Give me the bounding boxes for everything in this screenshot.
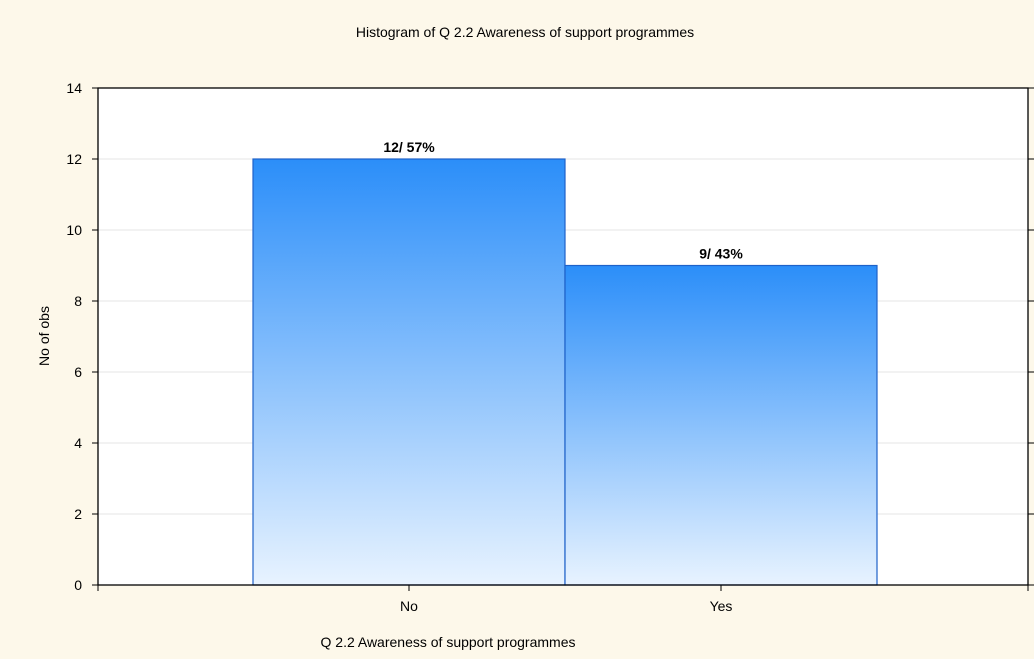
y-tick-label: 2	[74, 506, 82, 522]
x-axis-ticks: No Yes	[97, 585, 1029, 614]
y-tick-label: 8	[74, 293, 82, 309]
bars	[252, 158, 878, 586]
y-axis-ticks: 0 2 4 6 8 10 12 14	[66, 80, 1034, 593]
x-tick-label: Yes	[710, 598, 733, 614]
y-tick-label: 14	[66, 80, 82, 96]
bar	[564, 264, 878, 586]
y-axis-label: No of obs	[36, 306, 52, 366]
y-tick-label: 0	[74, 577, 82, 593]
y-tick-label: 6	[74, 364, 82, 380]
bar-value-label: 12/ 57%	[383, 139, 435, 155]
chart-title: Histogram of Q 2.2 Awareness of support …	[356, 24, 694, 40]
bar-labels: 12/ 57% 9/ 43%	[383, 139, 743, 262]
plot-frame	[97, 87, 1029, 586]
bar-value-label: 9/ 43%	[699, 246, 743, 262]
bar	[252, 158, 566, 586]
y-tick-label: 4	[74, 435, 82, 451]
y-tick-label: 12	[66, 151, 82, 167]
x-tick-label: No	[400, 598, 418, 614]
x-axis-label: Q 2.2 Awareness of support programmes	[321, 634, 576, 650]
y-tick-label: 10	[66, 222, 82, 238]
